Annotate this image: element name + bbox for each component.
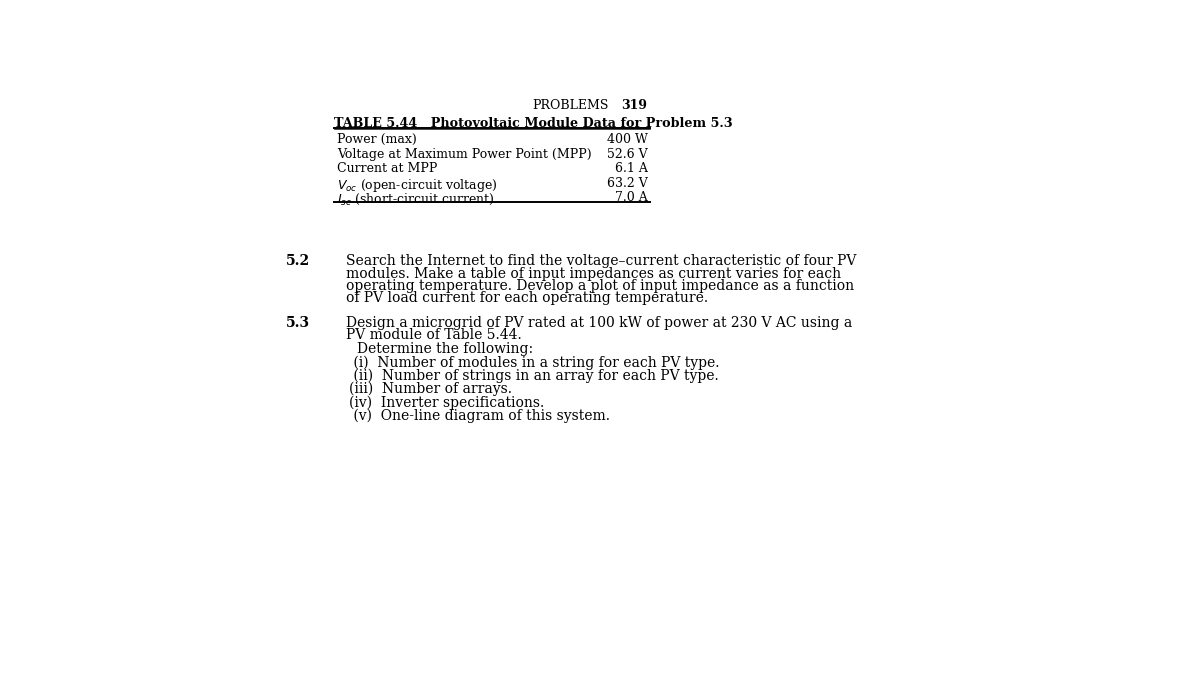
- Text: 319: 319: [622, 99, 647, 113]
- Text: (i)  Number of modules in a string for each PV type.: (i) Number of modules in a string for ea…: [349, 356, 720, 371]
- Text: (ii)  Number of strings in an array for each PV type.: (ii) Number of strings in an array for e…: [349, 369, 719, 383]
- Text: 6.1 A: 6.1 A: [614, 162, 648, 176]
- Text: 52.6 V: 52.6 V: [607, 148, 648, 161]
- Text: 5.3: 5.3: [286, 316, 310, 330]
- Text: (iv)  Inverter specifications.: (iv) Inverter specifications.: [349, 395, 545, 410]
- Text: Voltage at Maximum Power Point (MPP): Voltage at Maximum Power Point (MPP): [337, 148, 592, 161]
- Text: PV module of Table 5.44.: PV module of Table 5.44.: [346, 328, 522, 342]
- Text: of PV load current for each operating temperature.: of PV load current for each operating te…: [346, 291, 708, 305]
- Text: 5.2: 5.2: [286, 254, 310, 268]
- Text: (iii)  Number of arrays.: (iii) Number of arrays.: [349, 382, 512, 396]
- Text: operating temperature. Develop a plot of input impedance as a function: operating temperature. Develop a plot of…: [346, 279, 854, 293]
- Text: 400 W: 400 W: [607, 133, 648, 146]
- Text: $V_{oc}$ (open-circuit voltage): $V_{oc}$ (open-circuit voltage): [337, 177, 497, 194]
- Text: Search the Internet to find the voltage–current characteristic of four PV: Search the Internet to find the voltage–…: [346, 254, 857, 268]
- Text: Design a microgrid of PV rated at 100 kW of power at 230 V AC using a: Design a microgrid of PV rated at 100 kW…: [346, 316, 852, 330]
- Text: modules. Make a table of input impedances as current varies for each: modules. Make a table of input impedance…: [346, 267, 841, 281]
- Text: $I_{sc}$ (short-circuit current): $I_{sc}$ (short-circuit current): [337, 192, 494, 207]
- Text: TABLE 5.44   Photovoltaic Module Data for Problem 5.3: TABLE 5.44 Photovoltaic Module Data for …: [335, 117, 733, 130]
- Text: Current at MPP: Current at MPP: [337, 162, 437, 176]
- Text: (v)  One-line diagram of this system.: (v) One-line diagram of this system.: [349, 408, 610, 423]
- Text: Determine the following:: Determine the following:: [356, 342, 533, 356]
- Text: PROBLEMS: PROBLEMS: [533, 99, 608, 113]
- Text: 7.0 A: 7.0 A: [614, 192, 648, 205]
- Text: 63.2 V: 63.2 V: [607, 177, 648, 190]
- Text: Power (max): Power (max): [337, 133, 416, 146]
